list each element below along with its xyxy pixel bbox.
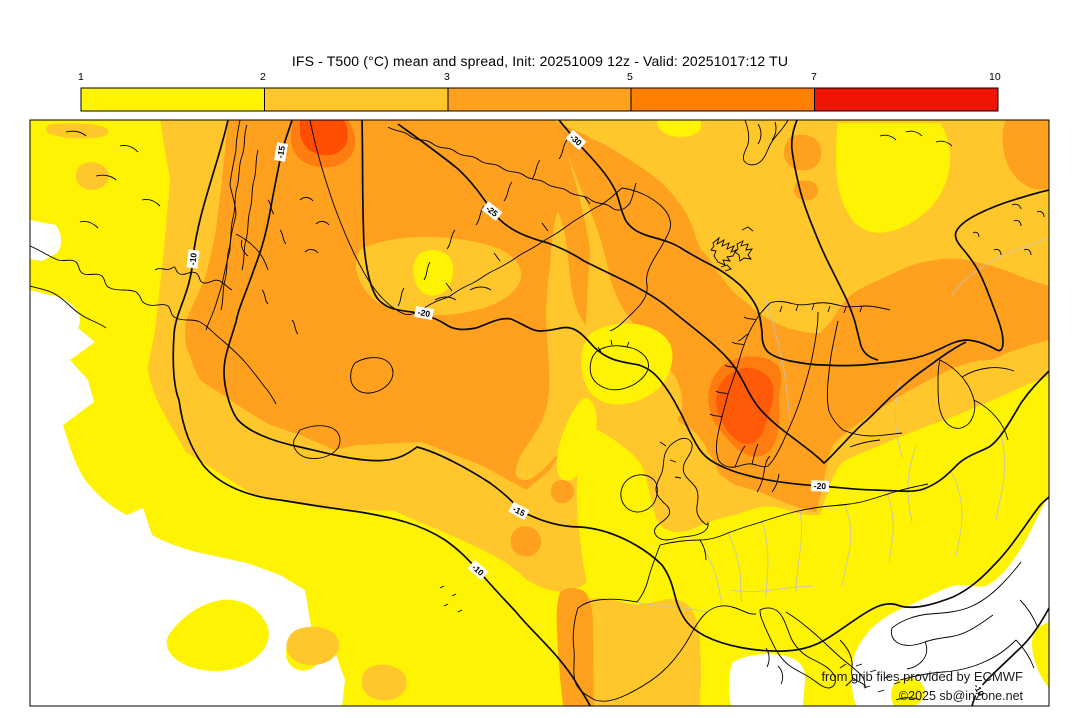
svg-text:IFS - T500 (°C) mean and sprea: IFS - T500 (°C) mean and spread, Init: 2…	[292, 53, 788, 69]
svg-text:10: 10	[989, 71, 1001, 83]
svg-text:©2025 sb@inzone.net: ©2025 sb@inzone.net	[899, 689, 1024, 703]
svg-text:7: 7	[811, 71, 817, 83]
svg-text:5: 5	[627, 71, 633, 83]
svg-text:-15: -15	[275, 145, 287, 159]
svg-text:3: 3	[444, 71, 450, 83]
svg-text:from grib files provided by EC: from grib files provided by ECMWF	[821, 669, 1023, 684]
svg-text:-20: -20	[417, 307, 431, 319]
svg-text:-20: -20	[814, 481, 827, 491]
svg-text:1: 1	[78, 71, 84, 83]
svg-text:2: 2	[260, 71, 266, 83]
svg-text:-10: -10	[187, 252, 198, 266]
